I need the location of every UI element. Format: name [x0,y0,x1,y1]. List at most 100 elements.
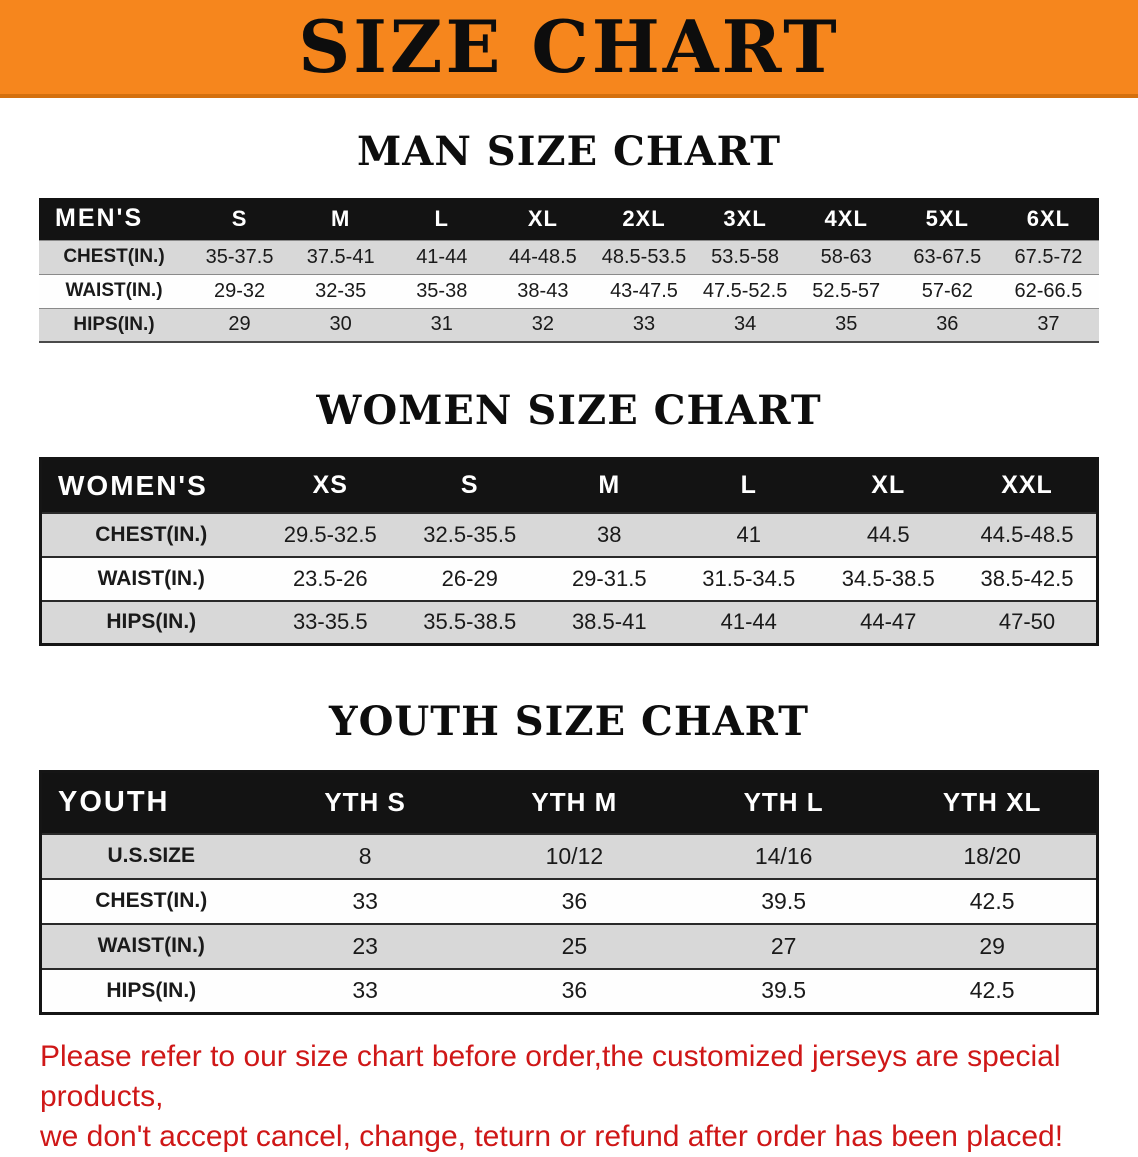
table-cell: 53.5-58 [694,239,796,274]
table-cell: 38.5-42.5 [958,555,1098,601]
section-women: WOMEN SIZE CHART WOMEN'S XS S M L XL XXL CHEST(I… [0,387,1138,646]
group-label: WOMEN'S [58,469,208,501]
page-title: SIZE CHART [298,4,840,89]
table-cell: 30 [290,307,392,342]
size-chart-sections: MAN SIZE CHART MEN'S S M L XL 2XL 3XL 4XL 5XL 6XL C… [0,128,1138,1015]
table-row: WAIST(IN.) 29-32 32-35 35-38 38-43 43-47.5 47.… [39,273,1099,308]
row-label: U.S.SIZE [40,832,261,879]
table-cell: 35-37.5 [189,239,291,274]
table-cell: 44-48.5 [492,239,594,274]
table-cell: 47-50 [958,599,1098,645]
row-label: HIPS(IN.) [40,599,261,645]
group-label: YOUTH [58,786,170,819]
table-cell: 41-44 [391,239,493,274]
footer-notice-line1: Please refer to our size chart before or… [40,1040,1061,1113]
table-cell: 34.5-38.5 [818,555,958,601]
table-row: HIPS(IN.) 33-35.5 35.5-38.5 38.5-41 41-44 44-… [40,599,1098,645]
table-cell: 42.5 [888,877,1098,924]
size-column-header: 2XL [622,205,666,231]
table-cell: 33-35.5 [260,599,400,645]
table-cell: 33 [260,877,470,924]
table-row: CHEST(IN.) 29.5-32.5 32.5-35.5 38 41 44.5 44.5… [40,511,1098,557]
size-column-header: S [460,471,479,500]
size-column-header: 6XL [1026,205,1071,231]
table-cell: 35-38 [391,273,493,308]
size-column-header: XL [871,471,906,500]
size-column-header: XL [527,205,558,231]
table-cell: 31.5-34.5 [679,555,819,601]
size-column-header: YTH XL [942,787,1042,818]
table-cell: 67.5-72 [997,239,1099,274]
table-cell: 32.5-35.5 [400,511,540,557]
row-label: CHEST(IN.) [40,511,261,557]
table-cell: 39.5 [679,877,889,924]
row-label: CHEST(IN.) [39,239,189,274]
table-cell: 25 [469,922,679,969]
table-cell: 14/16 [679,832,889,879]
table-row: CHEST(IN.) 33 36 39.5 42.5 [40,877,1098,924]
table-cell: 37.5-41 [290,239,392,274]
row-label: WAIST(IN.) [39,273,189,308]
table-cell: 43-47.5 [593,273,695,308]
table-cell: 58-63 [795,239,897,274]
header-row: WOMEN'S XS S M L XL XXL [40,458,1098,513]
table-cell: 37 [997,307,1099,342]
group-label: MEN'S [55,204,144,233]
table-cell: 44.5 [818,511,958,557]
size-column-header: 5XL [925,205,969,231]
table-cell: 35 [795,307,897,342]
table-cell: 57-62 [896,273,998,308]
table-cell: 62-66.5 [997,273,1099,308]
table-row: WAIST(IN.) 23.5-26 26-29 29-31.5 31.5-34.5 34… [40,555,1098,601]
table-cell: 29-31.5 [539,555,679,601]
table-cell: 23.5-26 [260,555,400,601]
table-row: WAIST(IN.) 23 25 27 29 [40,922,1098,969]
men-section-heading: MAN SIZE CHART [357,128,781,175]
table-cell: 33 [593,307,695,342]
table-cell: 35.5-38.5 [400,599,540,645]
size-column-header: L [434,205,449,231]
table-cell: 41 [679,511,819,557]
youth-section-heading: YOUTH SIZE CHART [329,698,809,745]
table-cell: 18/20 [888,832,1098,879]
row-label: WAIST(IN.) [40,922,261,969]
table-cell: 27 [679,922,889,969]
table-cell: 38-43 [492,273,594,308]
table-cell: 44-47 [818,599,958,645]
men-size-table: MEN'S S M L XL 2XL 3XL 4XL 5XL 6XL CHEST(IN.) 35-37… [39,198,1099,343]
table-cell: 42.5 [888,967,1098,1014]
header-row: YOUTH YTH S YTH M YTH L YTH XL [40,771,1098,834]
table-cell: 47.5-52.5 [694,273,796,308]
table-cell: 23 [260,922,470,969]
table-cell: 38 [539,511,679,557]
size-column-header: YTH M [531,787,618,818]
table-row: HIPS(IN.) 33 36 39.5 42.5 [40,967,1098,1014]
header-row: MEN'S S M L XL 2XL 3XL 4XL 5XL 6XL [39,198,1099,240]
row-label: HIPS(IN.) [40,967,261,1014]
size-column-header: 4XL [824,205,868,231]
table-row: CHEST(IN.) 35-37.5 37.5-41 41-44 44-48.5 48.5… [39,239,1099,274]
table-cell: 33 [260,967,470,1014]
table-cell: 36 [469,967,679,1014]
table-cell: 32 [492,307,594,342]
youth-size-table: YOUTH YTH S YTH M YTH L YTH XL U.S.SIZE 8 10/12… [39,770,1099,1015]
size-column-header: M [331,205,351,231]
size-column-header: YTH L [743,787,824,818]
size-column-header: XXL [1001,471,1053,500]
footer-notice: Please refer to our size chart before or… [40,1037,1138,1157]
table-cell: 63-67.5 [896,239,998,274]
row-label: CHEST(IN.) [40,877,261,924]
women-size-table: WOMEN'S XS S M L XL XXL CHEST(IN.) 29.5-32.5 32.5… [39,457,1099,646]
table-cell: 29 [888,922,1098,969]
table-cell: 8 [260,832,470,879]
table-cell: 48.5-53.5 [593,239,695,274]
size-column-header: M [598,471,621,500]
table-cell: 32-35 [290,273,392,308]
table-cell: 52.5-57 [795,273,897,308]
table-cell: 36 [896,307,998,342]
row-label: HIPS(IN.) [39,307,189,342]
table-cell: 39.5 [679,967,889,1014]
table-row: U.S.SIZE 8 10/12 14/16 18/20 [40,832,1098,879]
table-cell: 29.5-32.5 [260,511,400,557]
